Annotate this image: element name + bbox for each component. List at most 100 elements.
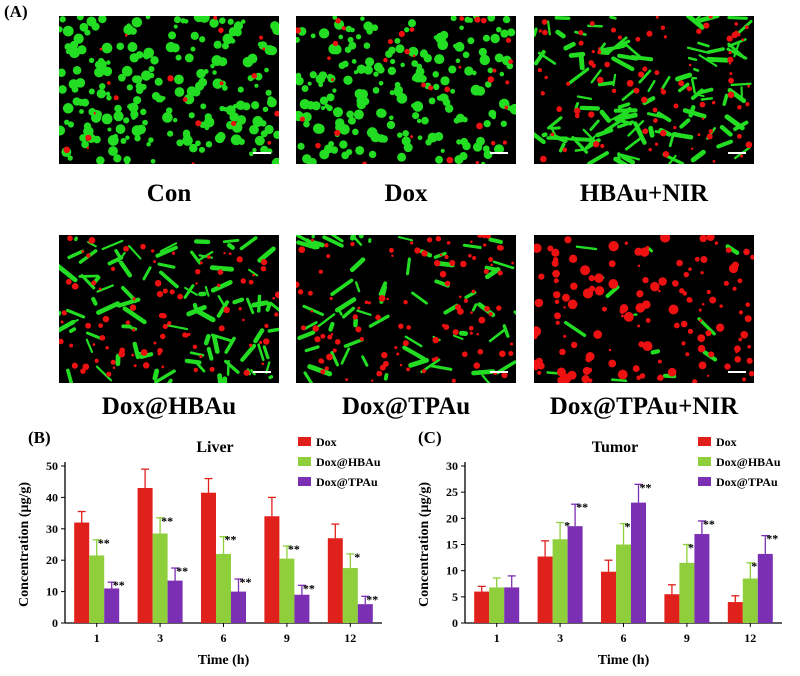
live-cell: [397, 153, 406, 162]
live-cell: [242, 346, 254, 360]
dead-cell: [739, 310, 743, 314]
live-cell: [88, 108, 96, 116]
dead-cell: [459, 16, 464, 21]
dead-cell: [691, 147, 693, 149]
live-cell: [155, 95, 162, 102]
dead-cell: [311, 310, 313, 312]
dead-cell: [511, 262, 514, 265]
live-cell: [356, 282, 359, 291]
live-cell: [692, 80, 694, 93]
dead-cell: [157, 291, 163, 297]
x-tick-label: 3: [557, 631, 563, 645]
dead-cell: [580, 265, 590, 275]
dead-cell: [298, 289, 303, 294]
dead-cell: [194, 368, 198, 372]
dead-cell: [365, 300, 369, 304]
live-cell: [440, 76, 449, 85]
live-cell: [428, 133, 438, 143]
dead-cell: [488, 76, 494, 82]
live-cell: [626, 137, 642, 149]
tumor-bar: [694, 534, 709, 623]
live-cell: [597, 130, 611, 135]
dead-cell: [123, 246, 129, 252]
liver-bar: [343, 568, 358, 623]
dead-cell: [547, 245, 553, 251]
dead-cell: [151, 249, 154, 252]
live-cell: [490, 330, 504, 341]
live-cell: [471, 85, 482, 96]
live-cell: [623, 90, 635, 100]
dead-cell: [69, 344, 73, 348]
dead-cell: [743, 249, 750, 256]
live-cell: [219, 17, 226, 24]
dead-cell: [737, 278, 742, 283]
legend-label: Dox@TPAu: [716, 475, 778, 489]
dead-cell: [504, 106, 508, 110]
live-cell: [602, 112, 609, 120]
live-cell: [417, 119, 422, 124]
live-cell: [187, 86, 197, 96]
live-cell: [504, 326, 508, 336]
live-cell: [59, 265, 75, 280]
tumor-bar: [664, 594, 679, 623]
dead-cell: [59, 339, 64, 345]
dead-cell: [262, 47, 265, 50]
live-cell: [651, 128, 652, 135]
live-cell: [332, 88, 336, 92]
live-cell: [681, 120, 688, 126]
dead-cell: [376, 371, 382, 377]
dead-cell: [642, 67, 647, 72]
legend-label: Dox@HBAu: [716, 455, 781, 469]
dead-cell: [410, 135, 413, 138]
dead-cell: [612, 89, 617, 94]
live-cell: [121, 138, 127, 144]
live-cell: [106, 60, 110, 64]
live-cell: [155, 78, 163, 86]
liver-bar: [168, 581, 183, 623]
live-cell: [503, 16, 510, 23]
dead-cell: [709, 129, 713, 133]
live-cell: [454, 336, 463, 339]
dead-cell: [72, 283, 79, 290]
live-cell: [174, 75, 184, 85]
dead-cell: [140, 244, 146, 250]
dead-cell: [646, 318, 651, 323]
live-cell: [338, 35, 343, 40]
live-cell: [93, 299, 95, 304]
liver-bar: [279, 559, 294, 623]
live-cell: [129, 246, 140, 258]
live-cell: [718, 142, 731, 147]
live-cell: [310, 71, 317, 78]
live-cell: [220, 376, 221, 382]
dead-cell: [728, 78, 734, 84]
dead-cell: [660, 130, 666, 136]
dead-cell: [440, 271, 447, 278]
liver-bar: [153, 534, 168, 623]
live-cell: [59, 85, 67, 94]
dead-cell: [634, 248, 642, 256]
live-cell: [213, 282, 230, 290]
live-cell: [269, 329, 279, 331]
dead-cell: [653, 118, 658, 123]
legend-label: Dox@HBAu: [316, 455, 381, 469]
dead-cell: [583, 367, 591, 375]
micrograph-label-con: Con: [49, 180, 289, 208]
legend-swatch: [698, 457, 711, 466]
live-cell: [87, 333, 100, 338]
chart-title: Tumor: [592, 439, 639, 456]
live-cell: [144, 268, 150, 279]
dead-cell: [593, 330, 602, 339]
dead-cell: [331, 78, 334, 81]
dead-cell: [99, 288, 102, 291]
dead-cell: [713, 160, 716, 163]
dead-cell: [653, 108, 658, 113]
dead-cell: [477, 349, 483, 355]
dead-cell: [737, 134, 742, 139]
live-cell: [402, 130, 409, 137]
significance-label: **: [225, 533, 237, 547]
dead-cell: [638, 71, 644, 77]
live-cell: [187, 361, 200, 363]
dead-cell: [727, 35, 733, 41]
dead-cell: [319, 270, 323, 274]
dead-cell: [353, 314, 358, 319]
